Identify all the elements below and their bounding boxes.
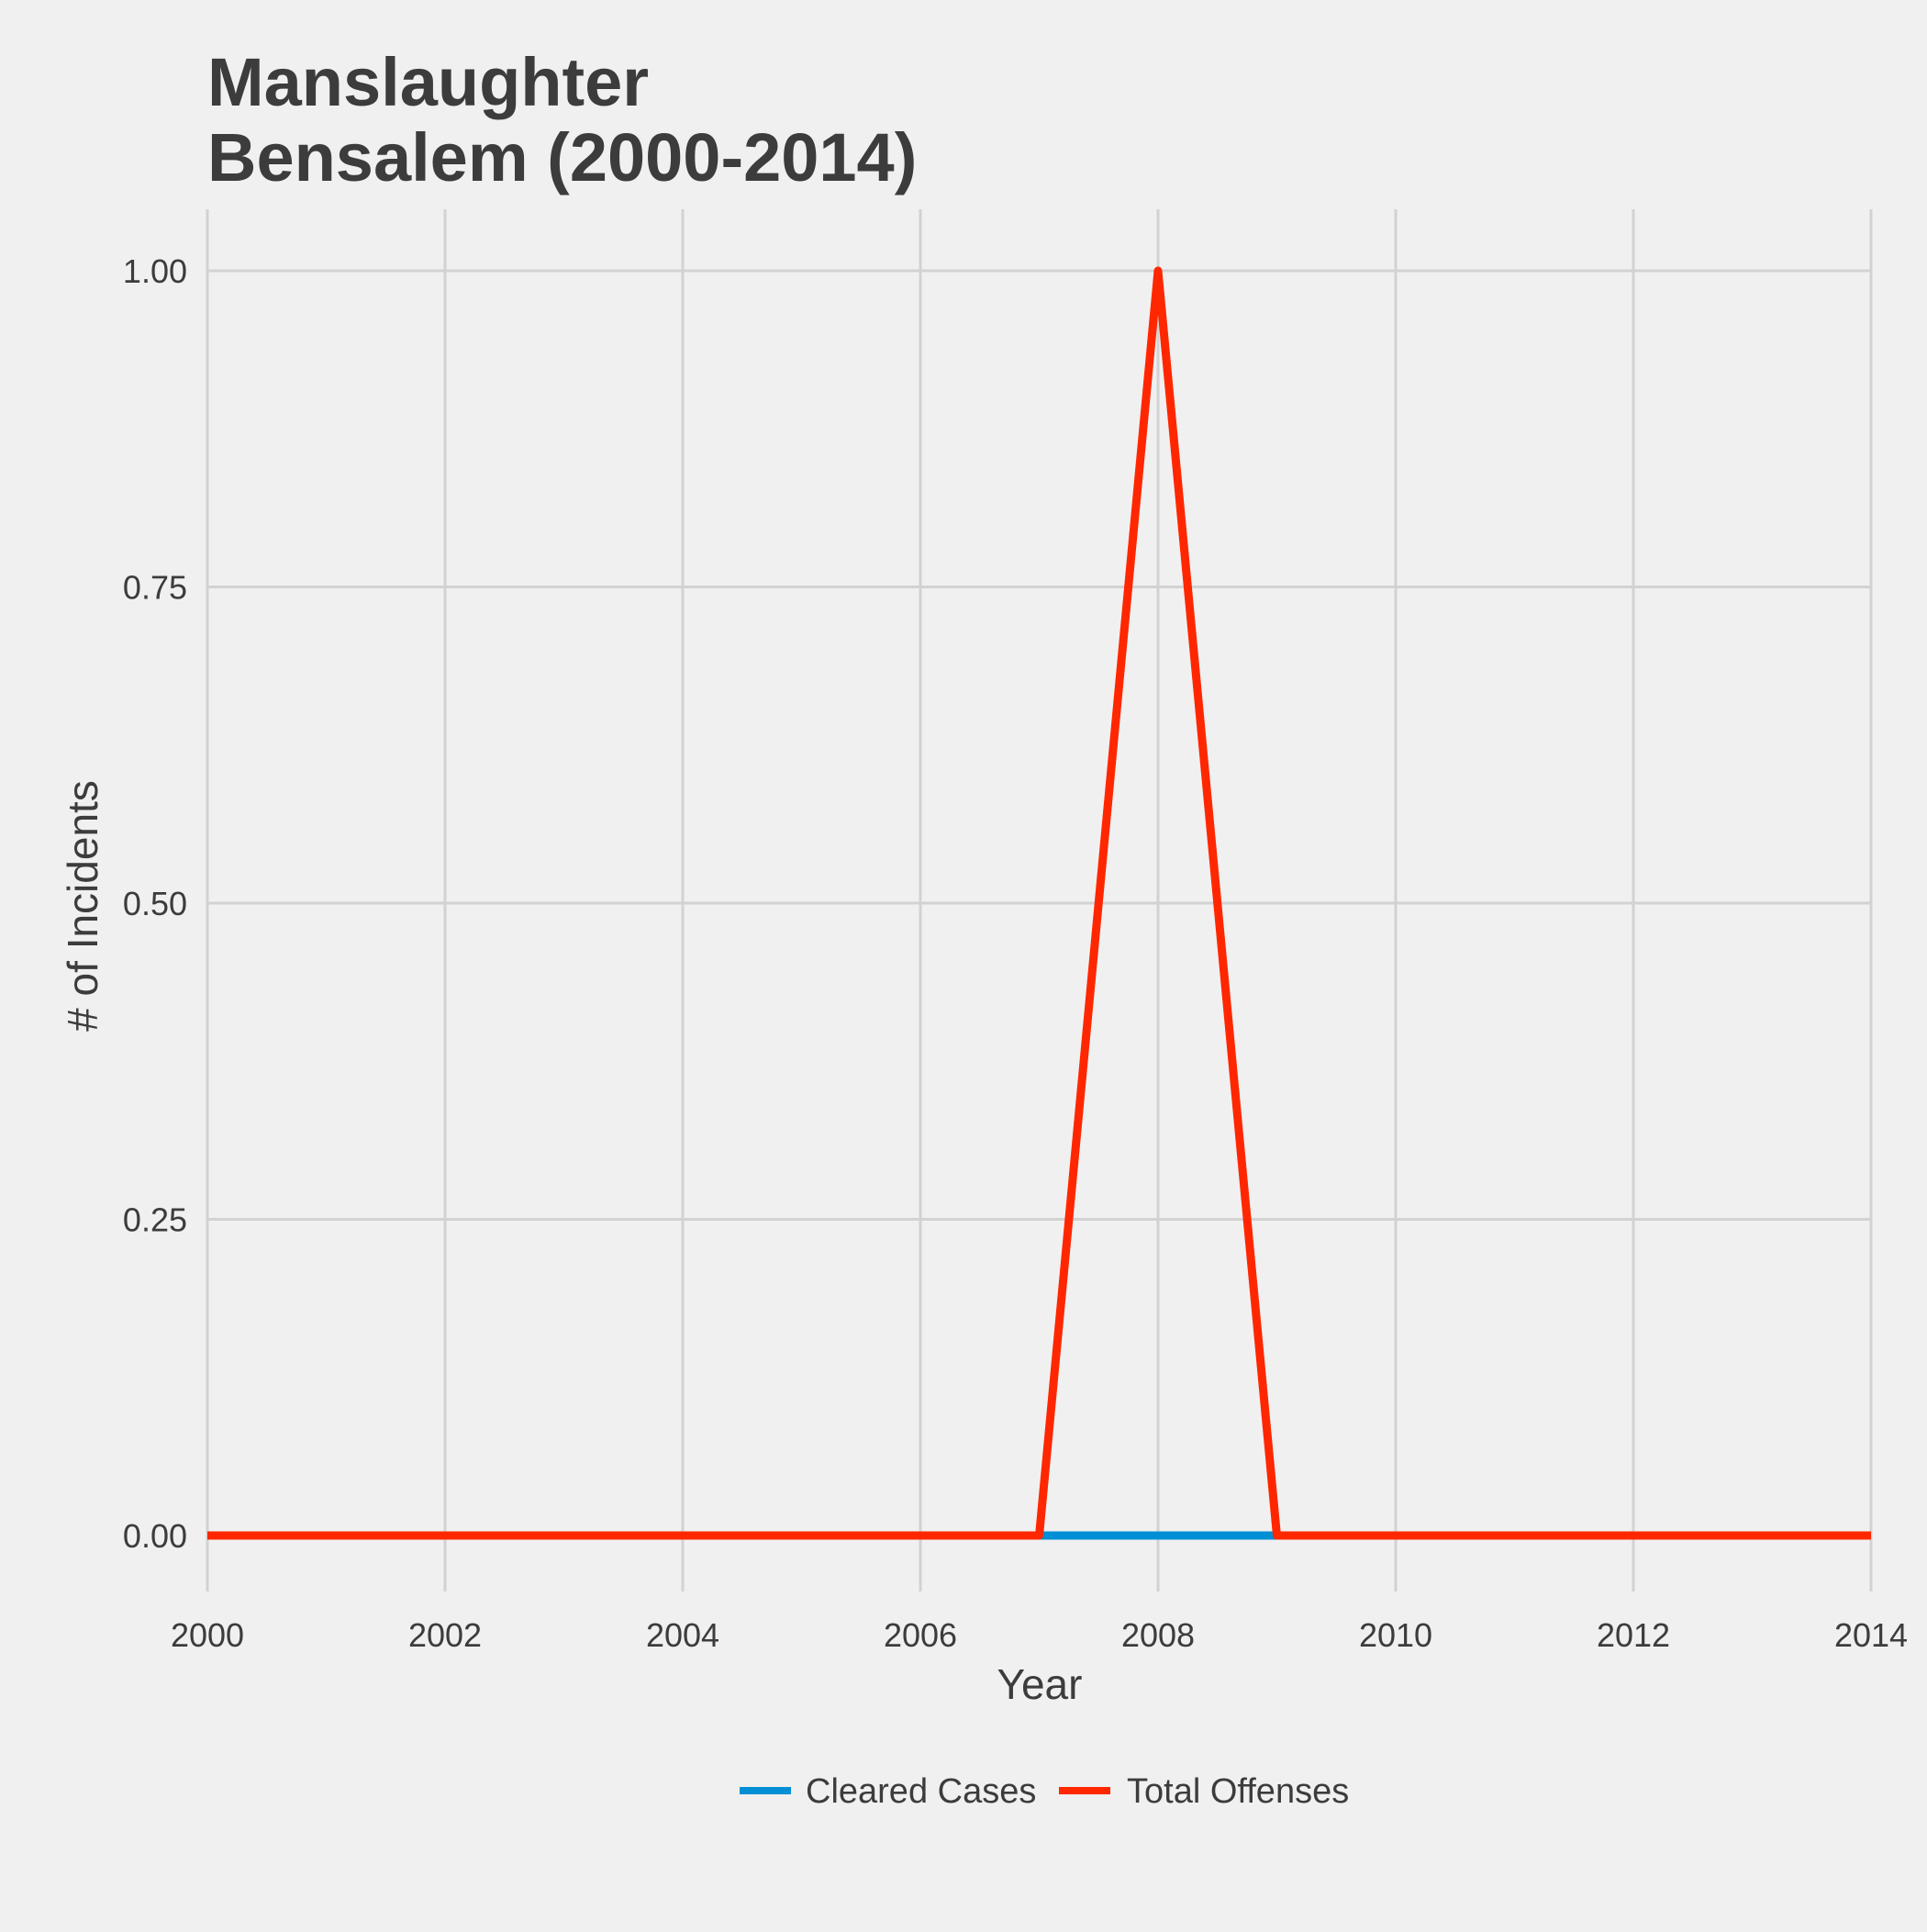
x-tick-label: 2010 — [1359, 1616, 1432, 1654]
series-lines — [207, 266, 1871, 1540]
legend-label-total-offenses: Total Offenses — [1127, 1772, 1349, 1811]
x-tick-label: 2002 — [408, 1616, 482, 1654]
y-tick-label: 0.25 — [123, 1201, 187, 1239]
x-tick-label: 2008 — [1121, 1616, 1195, 1654]
x-tick-label: 2006 — [884, 1616, 957, 1654]
series-line-total-offenses — [207, 266, 1871, 1540]
x-tick-label: 2000 — [171, 1616, 244, 1654]
x-tick-label: 2014 — [1834, 1616, 1908, 1654]
legend: Cleared Cases Total Offenses — [740, 1772, 1349, 1811]
y-tick-label: 0.50 — [123, 885, 187, 922]
chart-title-line-2: Bensalem (2000-2014) — [207, 119, 917, 195]
y-tick-label: 0.00 — [123, 1517, 187, 1555]
x-tick-labels: 2000 2002 2004 2006 2008 2010 2012 2014 — [171, 1616, 1908, 1654]
y-axis-title: # of Incidents — [59, 780, 106, 1032]
x-tick-label: 2004 — [646, 1616, 719, 1654]
x-axis-title: Year — [997, 1660, 1083, 1708]
y-tick-labels: 0.00 0.25 0.50 0.75 1.00 — [123, 252, 187, 1555]
legend-label-cleared-cases: Cleared Cases — [806, 1772, 1036, 1811]
grid-lines — [206, 209, 1873, 1591]
x-tick-label: 2012 — [1597, 1616, 1670, 1654]
chart-title-line-1: Manslaughter — [207, 44, 649, 120]
y-tick-label: 1.00 — [123, 252, 187, 290]
y-tick-label: 0.75 — [123, 569, 187, 607]
